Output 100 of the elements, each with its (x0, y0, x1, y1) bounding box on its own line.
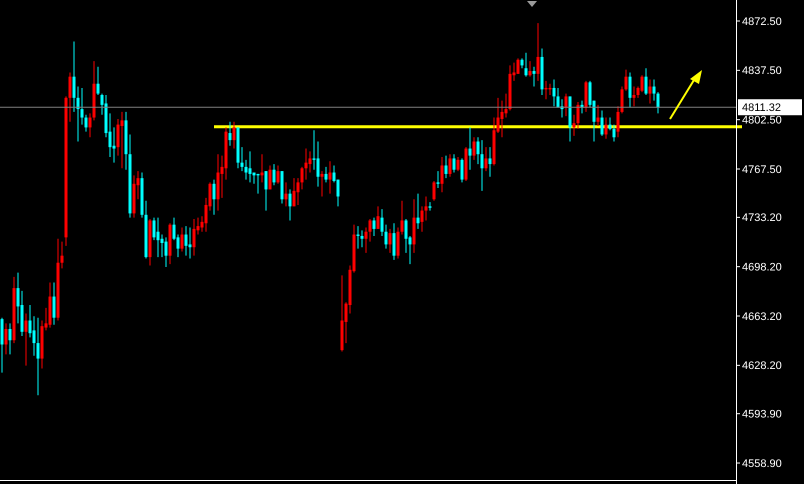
candlestick (448, 154, 452, 178)
candlestick (232, 121, 236, 150)
candlestick (184, 226, 188, 256)
candlestick (180, 226, 184, 252)
candlestick (300, 166, 304, 190)
candlestick (88, 112, 92, 138)
candlestick (96, 66, 100, 96)
candlestick (328, 160, 332, 194)
candlestick (576, 102, 580, 130)
candlestick (604, 117, 608, 140)
candlestick (484, 146, 488, 172)
candlestick (296, 178, 300, 206)
candlestick (628, 72, 632, 108)
candlestick (284, 182, 288, 207)
candlestick (436, 170, 440, 189)
candlestick (316, 141, 320, 188)
candlestick (24, 312, 28, 366)
candlestick (212, 179, 216, 216)
candlestick (424, 196, 428, 221)
candlestick (308, 150, 312, 174)
candlestick (112, 126, 116, 164)
candlestick (372, 217, 376, 236)
candlestick (420, 206, 424, 232)
candlestick (72, 40, 76, 112)
candlestick (160, 234, 164, 258)
candlestick (544, 80, 548, 100)
candlestick (548, 83, 552, 96)
candlestick (8, 322, 12, 355)
y-tick-label: 4663.20 (742, 310, 782, 323)
candlestick (320, 170, 324, 197)
candlestick (468, 126, 472, 170)
candlestick (452, 154, 456, 174)
candlestick (524, 52, 528, 78)
candlestick (552, 78, 556, 107)
candlestick (444, 155, 448, 179)
candlestick (652, 78, 656, 102)
y-tick-label: 4767.50 (742, 164, 782, 176)
candlestick (68, 72, 72, 122)
candlestick (268, 164, 272, 190)
candlestick (388, 228, 392, 254)
y-tick-label: 4628.20 (742, 360, 782, 372)
candlestick (260, 154, 264, 183)
candlestick (52, 282, 56, 326)
candlestick (516, 58, 520, 74)
candlestick (596, 104, 600, 127)
candlestick (248, 150, 252, 183)
candlestick (192, 218, 196, 256)
candlestick (656, 92, 660, 114)
candlestick (460, 158, 464, 183)
candlestick (476, 136, 480, 165)
candlestick (244, 159, 248, 180)
candlestick (304, 148, 308, 180)
candlestick (520, 58, 524, 69)
candlestick (240, 146, 244, 172)
candlestick (288, 188, 292, 221)
y-tick-label: 4593.90 (742, 408, 782, 421)
candlestick (360, 230, 364, 248)
y-tick-label: 4872.50 (742, 16, 782, 28)
candlestick (640, 74, 644, 93)
candlestick (380, 208, 384, 236)
candlestick (120, 111, 124, 169)
candlestick (648, 78, 652, 104)
candlestick (272, 164, 276, 186)
candlestick (440, 156, 444, 193)
candlestick (608, 117, 612, 131)
candlestick (324, 166, 328, 183)
candlestick (368, 218, 372, 242)
candlestick (32, 316, 36, 356)
candlestick (392, 222, 396, 260)
candlestick (156, 217, 160, 258)
candlestick (80, 87, 84, 126)
y-tick-label: 4802.50 (742, 114, 782, 127)
y-tick-label: 4837.50 (742, 65, 782, 78)
y-tick-label: 4558.90 (742, 458, 782, 470)
candlestick (228, 121, 232, 146)
candlestick (532, 66, 536, 88)
candlestick (356, 226, 360, 250)
candlestick (36, 317, 40, 396)
candlestick (364, 226, 368, 254)
candlestick (488, 146, 492, 178)
candlestick (616, 106, 620, 138)
candlestick (84, 114, 88, 132)
candlestick (620, 86, 624, 114)
y-tick-label: 4733.20 (742, 212, 782, 224)
candlestick (572, 114, 576, 136)
candlestick (536, 22, 540, 82)
candlestick (164, 236, 168, 268)
candlestick (376, 206, 380, 230)
candlestick (644, 68, 648, 96)
candlestick (416, 193, 420, 230)
candlestick (500, 100, 504, 138)
candlestick (4, 322, 8, 355)
candlestick (116, 118, 120, 156)
candlestick (276, 164, 280, 184)
candlestick (632, 86, 636, 107)
candlestick (256, 173, 260, 194)
candlestick (252, 172, 256, 184)
candlestick (264, 170, 268, 212)
candlestick (528, 60, 532, 78)
candlestick (404, 218, 408, 254)
